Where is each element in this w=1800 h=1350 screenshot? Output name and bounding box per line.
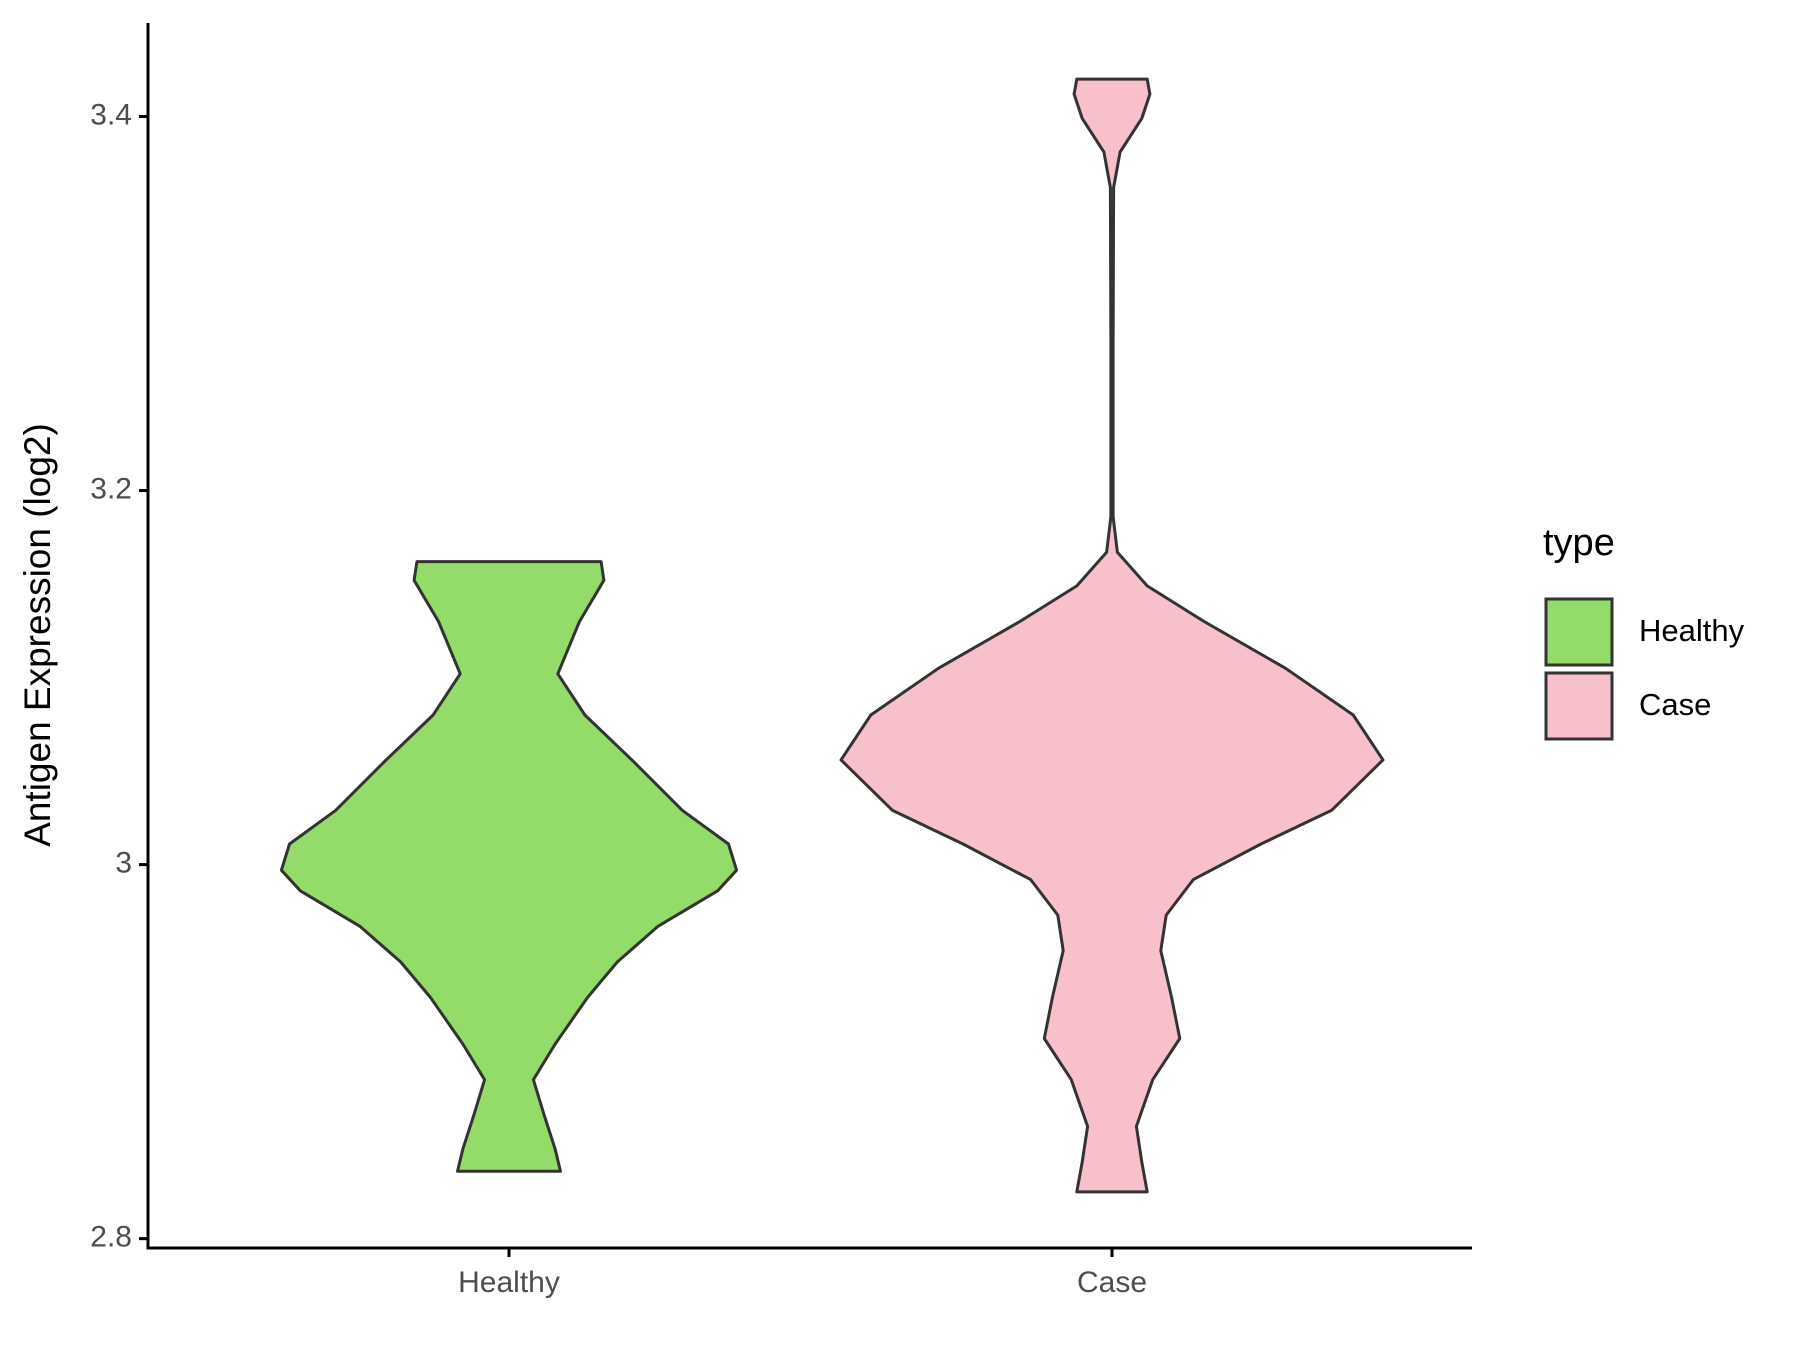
x-tick-label: Healthy <box>458 1266 560 1299</box>
y-tick-label: 3.4 <box>90 98 132 131</box>
legend-label: Healthy <box>1639 613 1745 648</box>
y-axis-label: Antigen Expression (log2) <box>17 423 58 847</box>
y-tick-label: 3.2 <box>90 472 132 505</box>
legend-title: type <box>1543 522 1615 564</box>
y-tick-label: 2.8 <box>90 1221 132 1254</box>
legend-label: Case <box>1639 687 1711 722</box>
axes <box>146 23 1472 1250</box>
y-tick-label: 3 <box>115 847 132 880</box>
violin <box>279 560 739 1173</box>
x-tick-label: Case <box>1077 1266 1147 1299</box>
violin <box>839 77 1385 1194</box>
legend-key <box>1544 671 1614 741</box>
legend-key <box>1544 597 1614 667</box>
